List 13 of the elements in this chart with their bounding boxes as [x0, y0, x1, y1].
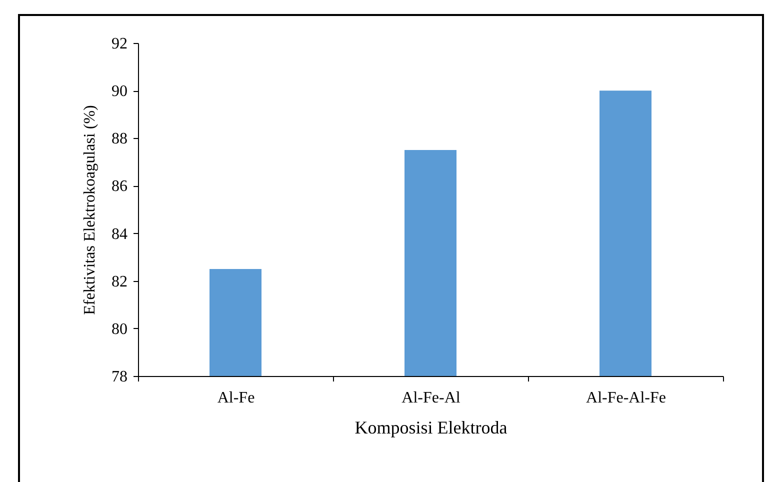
y-tick-label: 86: [112, 178, 128, 196]
y-tick-label: 78: [112, 368, 128, 386]
y-tick-label: 90: [112, 83, 128, 100]
y-axis-title: Efektivitas Elektrokoagulasi (%): [82, 105, 98, 315]
y-tick-label: 84: [112, 226, 128, 243]
x-tick-label: Al-Fe: [217, 390, 255, 406]
x-axis-title: Komposisi Elektroda: [354, 418, 508, 438]
x-tick-label: Al-Fe-Al-Fe: [586, 390, 666, 406]
y-tick-label: 92: [112, 36, 128, 52]
y-tick-label: 80: [112, 320, 128, 338]
x-tick-label: Al-Fe-Al: [402, 390, 461, 406]
y-tick-label: 88: [112, 130, 128, 148]
y-tick-label: 82: [112, 273, 128, 290]
